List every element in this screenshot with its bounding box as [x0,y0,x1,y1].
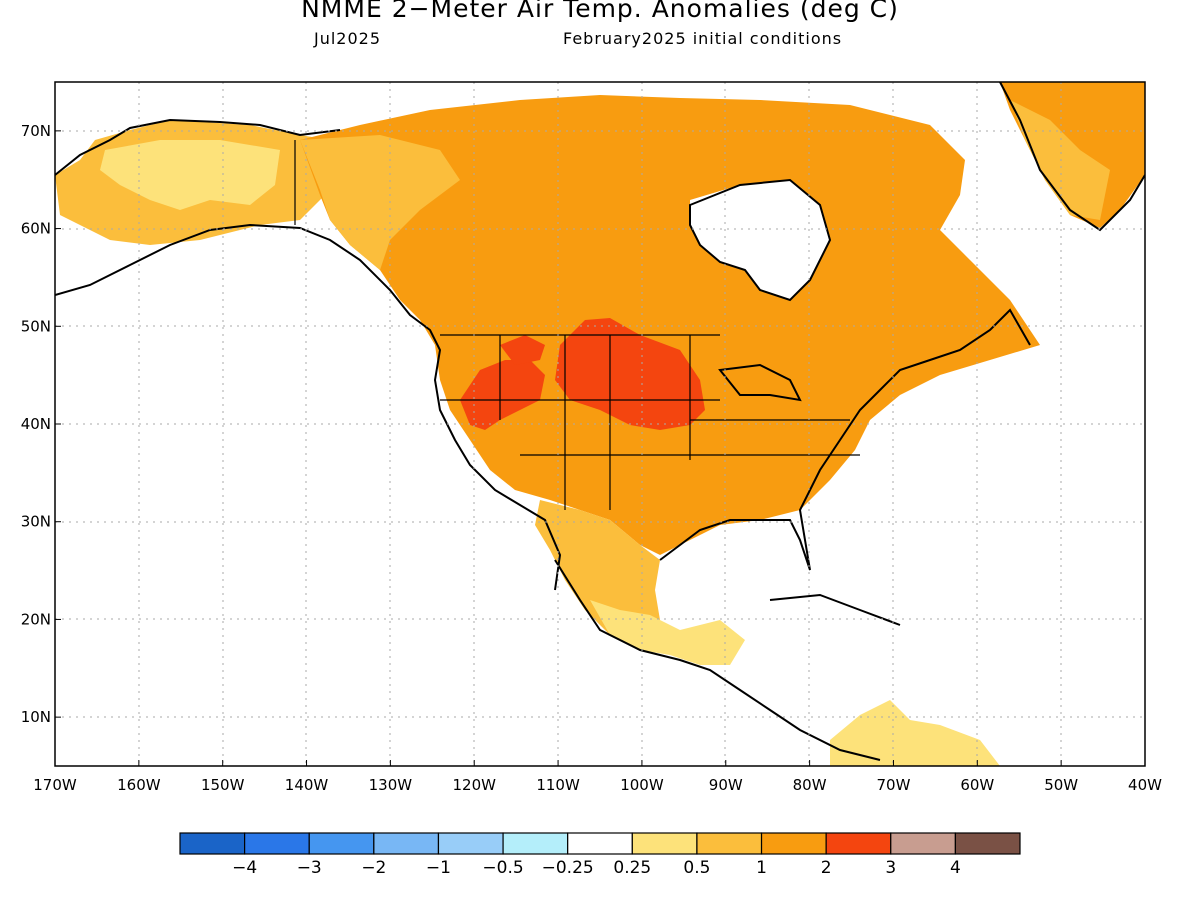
colorbar-swatch [760,832,827,855]
lat-label: 70N [21,122,51,140]
colorbar-swatch [890,832,956,855]
lon-label: 50W [1044,776,1078,794]
lon-label: 90W [709,776,743,794]
colorbar-label: 3 [885,858,896,878]
region-alaska-pale [100,140,280,210]
region-mexico [535,500,660,640]
anomaly-fill-layer [55,82,1145,766]
lon-label: 140W [285,776,329,794]
map-title: NMME 2−Meter Air Temp. Anomalies (deg C) [301,0,899,23]
colorbar-label: 1 [756,858,767,878]
colorbar-label: 0.5 [683,858,710,878]
colorbar-label: −2 [361,858,386,878]
colorbar-label: 2 [821,858,832,878]
longitude-labels: 170W 160W 150W 140W 130W 120W 110W 100W 90W 80W 70… [33,760,1162,794]
region-great-basin [460,360,545,430]
region-northern-plains [555,318,705,430]
lon-label: 80W [793,776,827,794]
colorbar-swatch [373,832,440,855]
colorbar-label: −4 [232,858,257,878]
colorbar-label: −1 [426,858,451,878]
colorbar: −4 −3 −2 −1 −0.5 −0.25 0.25 0.5 1 2 3 4 [179,832,1021,878]
greenland-coast [999,82,1145,232]
colorbar-swatch [244,832,310,855]
lat-label: 40N [21,415,51,433]
colorbar-label: −0.5 [482,858,523,878]
region-south-america [830,700,1000,766]
colorbar-swatch [308,832,375,855]
lon-label: 120W [452,776,496,794]
alaska-coast [55,118,341,176]
lon-label: 170W [33,776,77,794]
colorbar-swatch [954,832,1021,855]
lon-label: 100W [620,776,664,794]
target-month: Jul2025 [314,29,382,48]
colorbar-label: 0.25 [613,858,651,878]
north-america-coast [55,223,1031,761]
lon-label: 110W [536,776,580,794]
region-greenland-pale [1010,100,1110,220]
great-lakes [718,363,802,402]
lon-label: 150W [201,776,245,794]
gridlines [55,82,1145,766]
lon-label: 130W [369,776,413,794]
lat-label: 10N [21,708,51,726]
cuba-coast [769,593,901,626]
colorbar-swatch [179,832,246,855]
lat-label: 20N [21,610,51,628]
lat-label: 50N [21,317,51,335]
region-canada-pale-west [300,135,460,270]
region-canada-north [300,95,1040,555]
colorbar-swatch [567,832,633,855]
lon-label: 160W [117,776,161,794]
colorbar-swatch [437,832,504,855]
init-conditions: February2025 initial conditions [563,29,843,48]
colorbar-swatch [696,832,763,855]
colorbar-label: −3 [297,858,322,878]
lon-label: 60W [960,776,994,794]
lon-label: 70W [877,776,911,794]
lat-label: 30N [21,513,51,531]
region-mexico-pale [590,600,745,665]
hudson-bay-coast [689,178,832,302]
state-borders [294,140,860,510]
lon-label: 40W [1128,776,1162,794]
colorbar-swatch [502,832,569,855]
lat-label: 60N [21,220,51,238]
colorbar-label: −0.25 [542,858,594,878]
region-montana [500,335,545,365]
latitude-labels: 10N 20N 30N 40N 50N 60N 70N [21,122,61,726]
colorbar-swatch [825,832,892,855]
colorbar-label: 4 [950,858,961,878]
colorbar-swatch [631,832,698,855]
coastline-layer [55,82,1145,761]
